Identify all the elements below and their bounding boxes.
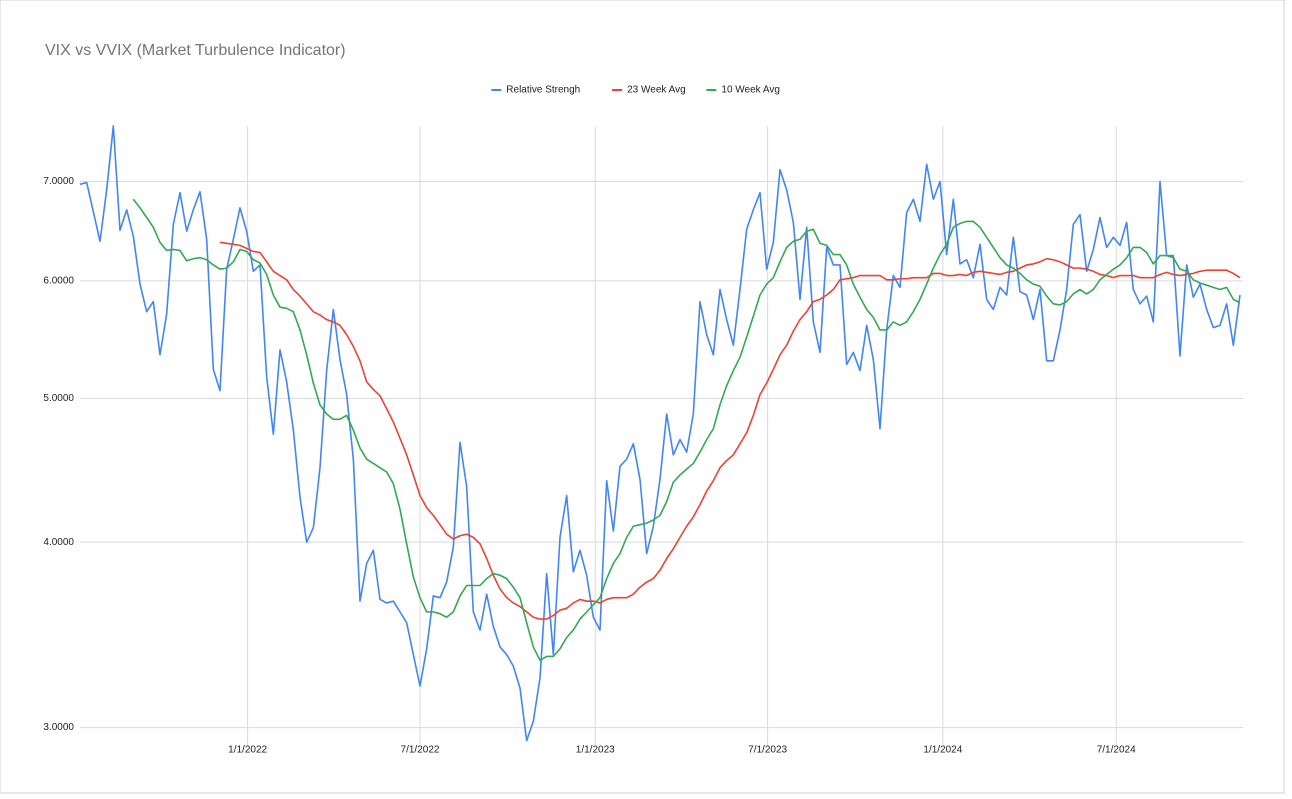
legend-label: 23 Week Avg (627, 85, 686, 96)
x-tick-label: 1/1/2022 (228, 745, 267, 756)
series-line (79, 125, 1241, 742)
y-tick-label: 6.0000 (43, 276, 74, 287)
y-tick-label: 7.0000 (43, 176, 74, 187)
legend-label: Relative Strengh (506, 85, 580, 96)
series-line (219, 241, 1241, 620)
x-tick-label: 1/1/2024 (923, 745, 962, 756)
x-tick-label: 1/1/2023 (576, 745, 615, 756)
y-tick-label: 5.0000 (43, 393, 74, 404)
y-tick-label: 4.0000 (43, 537, 74, 548)
series-line (132, 198, 1241, 662)
y-tick-label: 3.0000 (43, 722, 74, 733)
legend-label: 10 Week Avg (721, 85, 780, 96)
x-tick-label: 7/1/2022 (401, 745, 440, 756)
chart-title: VIX vs VVIX (Market Turbulence Indicator… (45, 42, 346, 59)
x-tick-label: 7/1/2024 (1097, 745, 1136, 756)
x-tick-label: 7/1/2023 (748, 745, 787, 756)
